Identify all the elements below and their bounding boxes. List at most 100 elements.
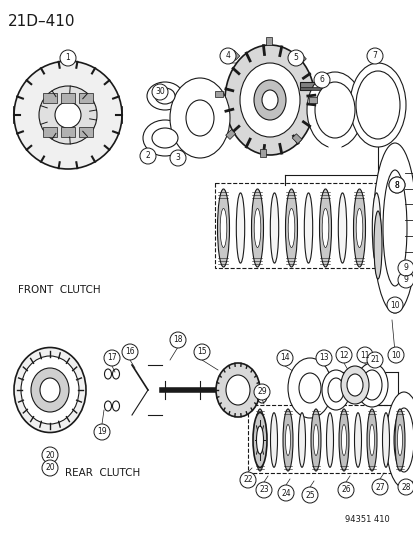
Ellipse shape bbox=[216, 363, 259, 417]
Ellipse shape bbox=[252, 413, 266, 467]
Ellipse shape bbox=[361, 370, 381, 400]
Circle shape bbox=[388, 177, 404, 193]
Text: 19: 19 bbox=[97, 427, 107, 437]
Ellipse shape bbox=[382, 413, 389, 467]
Text: 30: 30 bbox=[155, 87, 164, 96]
Circle shape bbox=[152, 84, 168, 100]
Text: 8: 8 bbox=[394, 181, 399, 190]
Ellipse shape bbox=[270, 413, 277, 467]
Text: 94351 410: 94351 410 bbox=[344, 515, 389, 524]
Circle shape bbox=[397, 260, 413, 276]
Ellipse shape bbox=[341, 424, 346, 456]
Ellipse shape bbox=[220, 208, 226, 247]
Circle shape bbox=[356, 347, 372, 363]
Ellipse shape bbox=[40, 378, 60, 402]
Bar bbox=[214, 183, 399, 268]
Text: 13: 13 bbox=[318, 353, 328, 362]
Ellipse shape bbox=[328, 142, 340, 150]
Bar bbox=[299, 82, 331, 90]
Text: 12: 12 bbox=[338, 351, 348, 359]
Text: 21: 21 bbox=[369, 356, 379, 365]
Circle shape bbox=[335, 347, 351, 363]
Bar bbox=[225, 130, 235, 140]
Ellipse shape bbox=[55, 102, 81, 128]
Bar bbox=[292, 134, 301, 144]
Ellipse shape bbox=[224, 45, 314, 155]
Ellipse shape bbox=[337, 193, 346, 263]
Ellipse shape bbox=[372, 143, 413, 313]
Ellipse shape bbox=[394, 409, 404, 471]
Ellipse shape bbox=[14, 348, 86, 432]
Circle shape bbox=[194, 344, 209, 360]
Ellipse shape bbox=[142, 120, 187, 156]
Circle shape bbox=[387, 347, 403, 363]
Bar bbox=[79, 93, 93, 103]
Ellipse shape bbox=[313, 424, 318, 456]
Ellipse shape bbox=[257, 424, 262, 456]
Ellipse shape bbox=[355, 208, 362, 247]
Text: 9: 9 bbox=[403, 263, 408, 272]
Ellipse shape bbox=[39, 86, 97, 144]
Text: 10: 10 bbox=[389, 301, 399, 310]
Ellipse shape bbox=[270, 193, 278, 263]
Ellipse shape bbox=[396, 424, 401, 456]
Text: 16: 16 bbox=[125, 348, 135, 357]
Text: 23: 23 bbox=[259, 486, 268, 495]
Ellipse shape bbox=[298, 373, 320, 403]
Circle shape bbox=[276, 350, 292, 366]
Text: 22: 22 bbox=[243, 475, 252, 484]
Ellipse shape bbox=[287, 358, 331, 418]
Ellipse shape bbox=[393, 408, 413, 472]
Bar bbox=[79, 127, 93, 137]
Ellipse shape bbox=[304, 193, 312, 263]
Text: 1: 1 bbox=[66, 53, 70, 62]
Ellipse shape bbox=[355, 71, 399, 139]
Ellipse shape bbox=[338, 409, 348, 471]
Ellipse shape bbox=[256, 426, 263, 454]
Text: 10: 10 bbox=[390, 351, 400, 359]
Text: 21D–410: 21D–410 bbox=[8, 14, 75, 29]
Text: 28: 28 bbox=[400, 482, 410, 491]
Circle shape bbox=[301, 487, 317, 503]
Text: 2: 2 bbox=[145, 151, 150, 160]
Bar bbox=[266, 37, 271, 45]
Ellipse shape bbox=[31, 368, 69, 412]
Text: 11: 11 bbox=[359, 351, 369, 359]
Bar bbox=[259, 149, 266, 157]
Text: 15: 15 bbox=[197, 348, 206, 357]
Circle shape bbox=[140, 148, 156, 164]
Ellipse shape bbox=[354, 413, 361, 467]
Text: 26: 26 bbox=[340, 486, 350, 495]
Circle shape bbox=[122, 344, 138, 360]
Ellipse shape bbox=[14, 61, 122, 169]
Ellipse shape bbox=[254, 208, 260, 247]
Ellipse shape bbox=[185, 100, 214, 136]
Bar bbox=[299, 87, 331, 90]
Text: 6: 6 bbox=[319, 76, 324, 85]
Circle shape bbox=[386, 297, 402, 313]
Ellipse shape bbox=[254, 80, 285, 120]
Circle shape bbox=[104, 350, 120, 366]
Bar bbox=[43, 127, 57, 137]
Bar bbox=[247, 405, 397, 473]
Circle shape bbox=[366, 352, 382, 368]
Text: 20: 20 bbox=[45, 450, 55, 459]
Ellipse shape bbox=[285, 424, 290, 456]
Ellipse shape bbox=[236, 193, 244, 263]
Text: 17: 17 bbox=[107, 353, 116, 362]
Text: 24: 24 bbox=[280, 489, 290, 497]
Text: 8: 8 bbox=[394, 181, 399, 190]
Ellipse shape bbox=[306, 72, 362, 148]
Ellipse shape bbox=[382, 170, 406, 286]
Circle shape bbox=[170, 150, 185, 166]
Ellipse shape bbox=[147, 82, 183, 110]
Bar bbox=[308, 97, 316, 103]
Circle shape bbox=[277, 485, 293, 501]
Text: 9: 9 bbox=[403, 276, 408, 285]
Ellipse shape bbox=[251, 189, 263, 267]
Circle shape bbox=[42, 447, 58, 463]
Bar bbox=[229, 50, 239, 60]
Ellipse shape bbox=[385, 392, 413, 488]
Circle shape bbox=[60, 50, 76, 66]
Ellipse shape bbox=[298, 413, 305, 467]
